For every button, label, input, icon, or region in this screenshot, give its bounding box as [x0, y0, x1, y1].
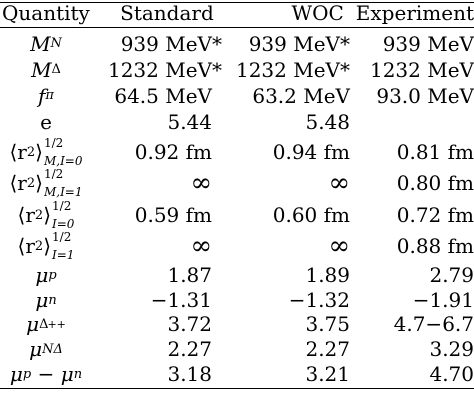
- table-row: ⟨r 2 ⟩ 1/2 M,I=1 ∞ ∞ 0.80 fm: [0, 166, 474, 200]
- top-rule: [0, 2, 474, 3]
- bottom-rule: [0, 388, 474, 389]
- standard-cell: ∞: [190, 167, 212, 198]
- standard-cell: 3.18: [167, 362, 212, 386]
- standard-cell: 939 MeV*: [120, 31, 222, 56]
- woc-cell: −1.32: [288, 288, 350, 312]
- quantity-cell: ⟨r 2 ⟩ 1/2 I=0: [17, 199, 75, 231]
- standard-cell: ∞: [190, 230, 212, 261]
- standard-cell: 1232 MeV*: [107, 57, 222, 82]
- woc-cell: 3.21: [305, 362, 350, 386]
- experiment-cell: 0.88 fm: [396, 234, 474, 258]
- standard-cell: 64.5 MeV: [114, 83, 212, 108]
- table-row: μ NΔ 2.27 2.27 3.29: [0, 336, 474, 362]
- quantity-cell: ⟨r 2 ⟩ 1/2 M,I=0: [9, 136, 83, 168]
- experiment-cell: 2.79: [429, 263, 474, 287]
- header-experiment: Experiment: [355, 1, 474, 25]
- experiment-cell: 3.29: [429, 337, 474, 361]
- quantity-cell: μ Δ ++: [26, 312, 66, 336]
- standard-cell: 3.72: [167, 312, 212, 336]
- woc-cell: 5.48: [305, 109, 350, 134]
- table-row: ⟨r 2 ⟩ 1/2 I=0 0.59 fm 0.60 fm 0.72 fm: [0, 198, 474, 232]
- standard-cell: 1.87: [167, 263, 212, 287]
- table-row: e 5.44 5.48: [0, 108, 474, 135]
- woc-cell: 3.75: [305, 312, 350, 336]
- table-row: μ Δ ++ 3.72 3.75 4.7−6.7: [0, 311, 474, 337]
- experiment-cell: 0.81 fm: [396, 140, 474, 164]
- header-standard: Standard: [120, 1, 214, 25]
- quantity-cell: μ NΔ: [29, 337, 63, 361]
- header-quantity: Quantity: [2, 1, 90, 25]
- woc-cell: 939 MeV*: [248, 31, 350, 56]
- table-row: ⟨r 2 ⟩ 1/2 I=1 ∞ ∞ 0.88 fm: [0, 229, 474, 263]
- standard-cell: 2.27: [167, 337, 212, 361]
- woc-cell: 2.27: [305, 337, 350, 361]
- quantity-cell: e: [40, 109, 52, 134]
- standard-cell: 5.44: [167, 109, 212, 134]
- woc-cell: ∞: [328, 167, 350, 198]
- woc-cell: 0.94 fm: [272, 140, 350, 164]
- table-row: ⟨r 2 ⟩ 1/2 M,I=0 0.92 fm 0.94 fm 0.81 fm: [0, 135, 474, 169]
- experiment-cell: [350, 108, 474, 135]
- experiment-cell: 4.70: [429, 362, 474, 386]
- woc-cell: 1.89: [305, 263, 350, 287]
- header-woc: WOC: [291, 1, 344, 25]
- woc-cell: 63.2 MeV: [252, 83, 350, 108]
- experiment-cell: 0.80 fm: [396, 171, 474, 195]
- quantity-cell: ⟨r 2 ⟩ 1/2 I=1: [17, 230, 75, 262]
- header-row: Quantity Standard WOC Experiment: [0, 0, 474, 26]
- woc-cell: 1232 MeV*: [235, 57, 350, 82]
- woc-cell: ∞: [328, 230, 350, 261]
- experiment-cell: 4.7−6.7: [393, 312, 474, 336]
- experiment-cell: 0.72 fm: [396, 203, 474, 227]
- standard-cell: 0.59 fm: [134, 203, 212, 227]
- woc-cell: 0.60 fm: [272, 203, 350, 227]
- experiment-cell: −1.91: [412, 288, 474, 312]
- standard-cell: −1.31: [150, 288, 212, 312]
- quantity-cell: ⟨r 2 ⟩ 1/2 M,I=1: [9, 167, 83, 199]
- experiment-cell: 1232 MeV: [369, 57, 474, 82]
- experiment-cell: 939 MeV: [382, 31, 474, 56]
- header-rule: [0, 27, 474, 28]
- experiment-cell: 93.0 MeV: [376, 83, 474, 108]
- standard-cell: 0.92 fm: [134, 140, 212, 164]
